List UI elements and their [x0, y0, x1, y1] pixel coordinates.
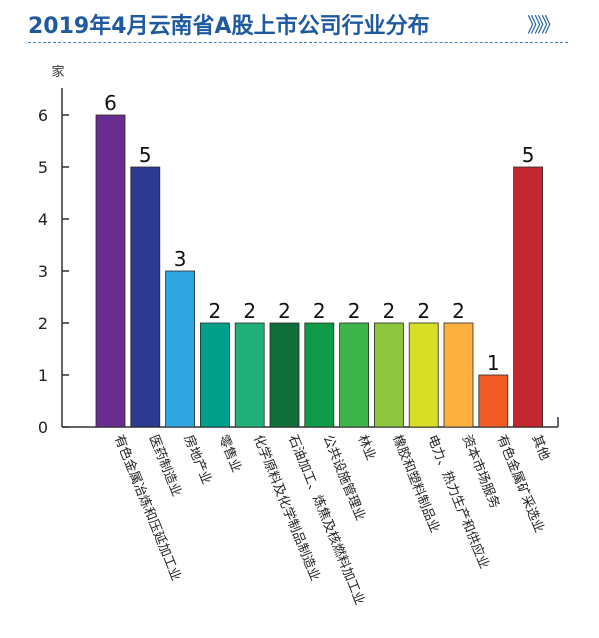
bar-value-label: 1	[487, 351, 500, 375]
bar-value-label: 2	[348, 299, 361, 323]
bar	[513, 166, 543, 428]
x-category-label: 房地产业	[180, 433, 214, 487]
bar-value-label: 5	[522, 143, 535, 167]
bar	[269, 322, 300, 428]
bar	[95, 114, 126, 428]
bar-value-label: 2	[209, 299, 222, 323]
bar-value-label: 3	[174, 247, 187, 271]
bar-value-label: 5	[139, 143, 152, 167]
y-axis-label: 家	[51, 64, 64, 80]
x-category-label: 其他	[528, 433, 552, 463]
bar-value-label: 2	[243, 299, 256, 323]
bar-value-label: 2	[452, 299, 465, 323]
chart-header: 2019年4月云南省A股上市公司行业分布 》》》	[0, 0, 599, 50]
title-divider	[28, 42, 568, 43]
bar-value-label: 2	[383, 299, 396, 323]
x-category-label: 有色金属冶炼和压延加工业	[111, 433, 184, 584]
x-category-label: 电力、热力生产和供应业	[424, 433, 492, 572]
bar	[339, 322, 370, 428]
x-category-label: 化学原料及化学制品制造业	[250, 433, 323, 584]
bar	[408, 322, 439, 428]
chevron-right-icon: 》》》	[527, 13, 561, 37]
bar	[199, 322, 230, 428]
y-tick-label: 2	[38, 314, 48, 333]
y-tick-label: 4	[38, 210, 48, 229]
x-category-label: 医药制造业	[146, 433, 184, 499]
bar	[443, 322, 474, 428]
y-tick-label: 1	[38, 366, 48, 385]
y-tick-label: 5	[38, 158, 48, 177]
bar	[304, 322, 335, 428]
y-tick-label: 6	[38, 106, 48, 125]
bar	[165, 270, 196, 428]
bar-value-label: 2	[278, 299, 291, 323]
bar-value-label: 2	[313, 299, 326, 323]
y-tick-label: 0	[38, 418, 48, 437]
y-tick-label: 3	[38, 262, 48, 281]
bar	[373, 322, 404, 428]
bar-value-label: 2	[417, 299, 430, 323]
bar	[130, 166, 161, 428]
bar	[478, 374, 509, 428]
bar	[234, 322, 265, 428]
bar-value-label: 6	[104, 91, 117, 115]
chart-title: 2019年4月云南省A股上市公司行业分布	[28, 14, 430, 39]
x-category-label: 林业	[354, 433, 378, 463]
x-category-label: 零售业	[215, 433, 244, 475]
